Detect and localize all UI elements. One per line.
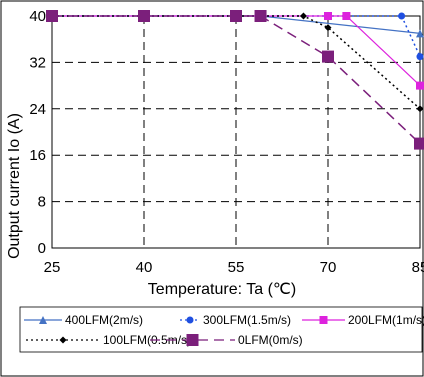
y-tick-label: 32 [29, 54, 46, 71]
x-tick-label: 85 [412, 259, 424, 276]
x-tick-label: 55 [228, 259, 245, 276]
data-point [299, 12, 307, 20]
series-lines [46, 10, 424, 150]
y-axis-tick-labels: 0 8 16 24 32 40 [29, 8, 46, 257]
x-axis-title: Temperature: Ta (℃) [148, 281, 296, 298]
y-tick-label: 24 [29, 101, 46, 118]
legend-label: 200LFM(1m/s) [348, 313, 424, 327]
data-point [230, 10, 242, 22]
x-tick-label: 40 [136, 259, 153, 276]
legend-label: 100LFM(0.5m/s) [103, 333, 191, 347]
y-tick-label: 0 [38, 240, 46, 257]
data-point [138, 10, 150, 22]
data-point [46, 10, 58, 22]
y-tick-label: 8 [38, 194, 46, 211]
series-line [52, 15, 421, 145]
data-point [398, 12, 406, 20]
legend-label: 300LFM(1.5m/s) [203, 313, 291, 327]
legend-box [19, 306, 423, 353]
legend: 400LFM(2m/s) 300LFM(1.5m/s) 200LFM(1m/s) 10… [24, 313, 424, 347]
data-point [416, 81, 424, 90]
data-point [342, 12, 351, 20]
y-axis-title: Output current Io (A) [6, 113, 23, 259]
legend-item: 200LFM(1m/s) [302, 313, 424, 327]
legend-item: 100LFM(0.5m/s) [26, 333, 191, 347]
legend-label: 400LFM(2m/s) [65, 313, 143, 327]
data-point [59, 336, 67, 344]
x-axis-tick-labels: 25 40 55 70 85 [44, 259, 424, 276]
data-point [416, 105, 424, 113]
data-point [186, 316, 194, 324]
data-point [322, 50, 334, 63]
data-point [324, 24, 332, 32]
data-point [416, 29, 424, 38]
grid-lines [52, 16, 420, 248]
x-tick-label: 25 [44, 259, 61, 276]
data-point [324, 12, 332, 20]
data-point [414, 137, 424, 150]
data-point [39, 316, 47, 324]
legend-label: 0LFM(0m/s) [238, 333, 303, 347]
data-point [416, 53, 424, 61]
x-tick-label: 70 [320, 259, 337, 276]
legend-item: 400LFM(2m/s) [24, 313, 143, 327]
data-point [254, 10, 267, 22]
series-4 [46, 10, 424, 150]
data-point [319, 316, 328, 324]
y-tick-label: 40 [29, 8, 46, 25]
data-point [186, 334, 199, 346]
legend-item: 0LFM(0m/s) [150, 333, 303, 347]
y-tick-label: 16 [29, 147, 46, 164]
legend-item: 300LFM(1.5m/s) [180, 313, 291, 327]
